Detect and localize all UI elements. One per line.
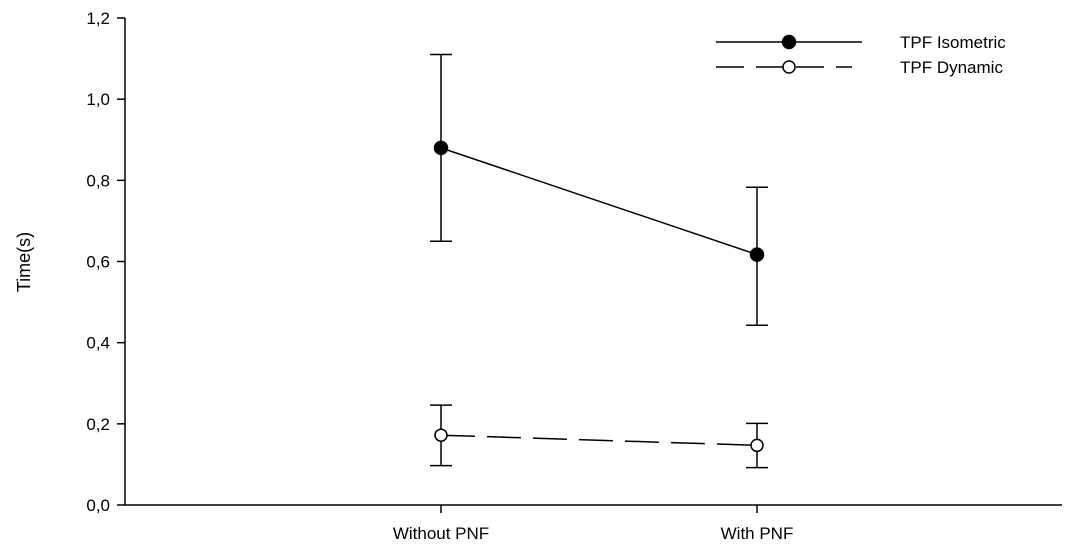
y-tick-label: 0,0: [86, 496, 110, 515]
legend: TPF Isometric TPF Dynamic: [716, 33, 1006, 77]
series-line-tpf-dynamic: [440, 434, 758, 447]
data-point-tpf-isometric: [433, 140, 449, 156]
data-point-tpf-dynamic: [434, 428, 448, 442]
legend-marker-tpf-dynamic: [782, 60, 796, 74]
data-point-tpf-dynamic: [750, 438, 764, 453]
x-ticks: Without PNF With PNF: [393, 505, 794, 543]
y-tick-label: 1,2: [86, 9, 110, 28]
x-tick-label: Without PNF: [393, 524, 489, 543]
legend-marker-tpf-isometric: [781, 34, 797, 50]
legend-label-tpf-dynamic: TPF Dynamic: [900, 58, 1003, 77]
series-layer: [430, 53, 768, 469]
y-axis-title: Time(s): [14, 232, 34, 292]
y-ticks: 0,0 0,2 0,4 0,6 0,8 1,0 1,2: [86, 9, 125, 515]
x-tick-label: With PNF: [721, 524, 794, 543]
series-line-tpf-isometric: [440, 147, 758, 256]
y-tick-label: 0,4: [86, 334, 110, 353]
data-point-tpf-isometric: [749, 247, 765, 262]
y-tick-label: 0,2: [86, 415, 110, 434]
legend-label-tpf-isometric: TPF Isometric: [900, 33, 1006, 52]
y-tick-label: 0,8: [86, 171, 110, 190]
y-tick-label: 0,6: [86, 253, 110, 272]
y-tick-label: 1,0: [86, 90, 110, 109]
